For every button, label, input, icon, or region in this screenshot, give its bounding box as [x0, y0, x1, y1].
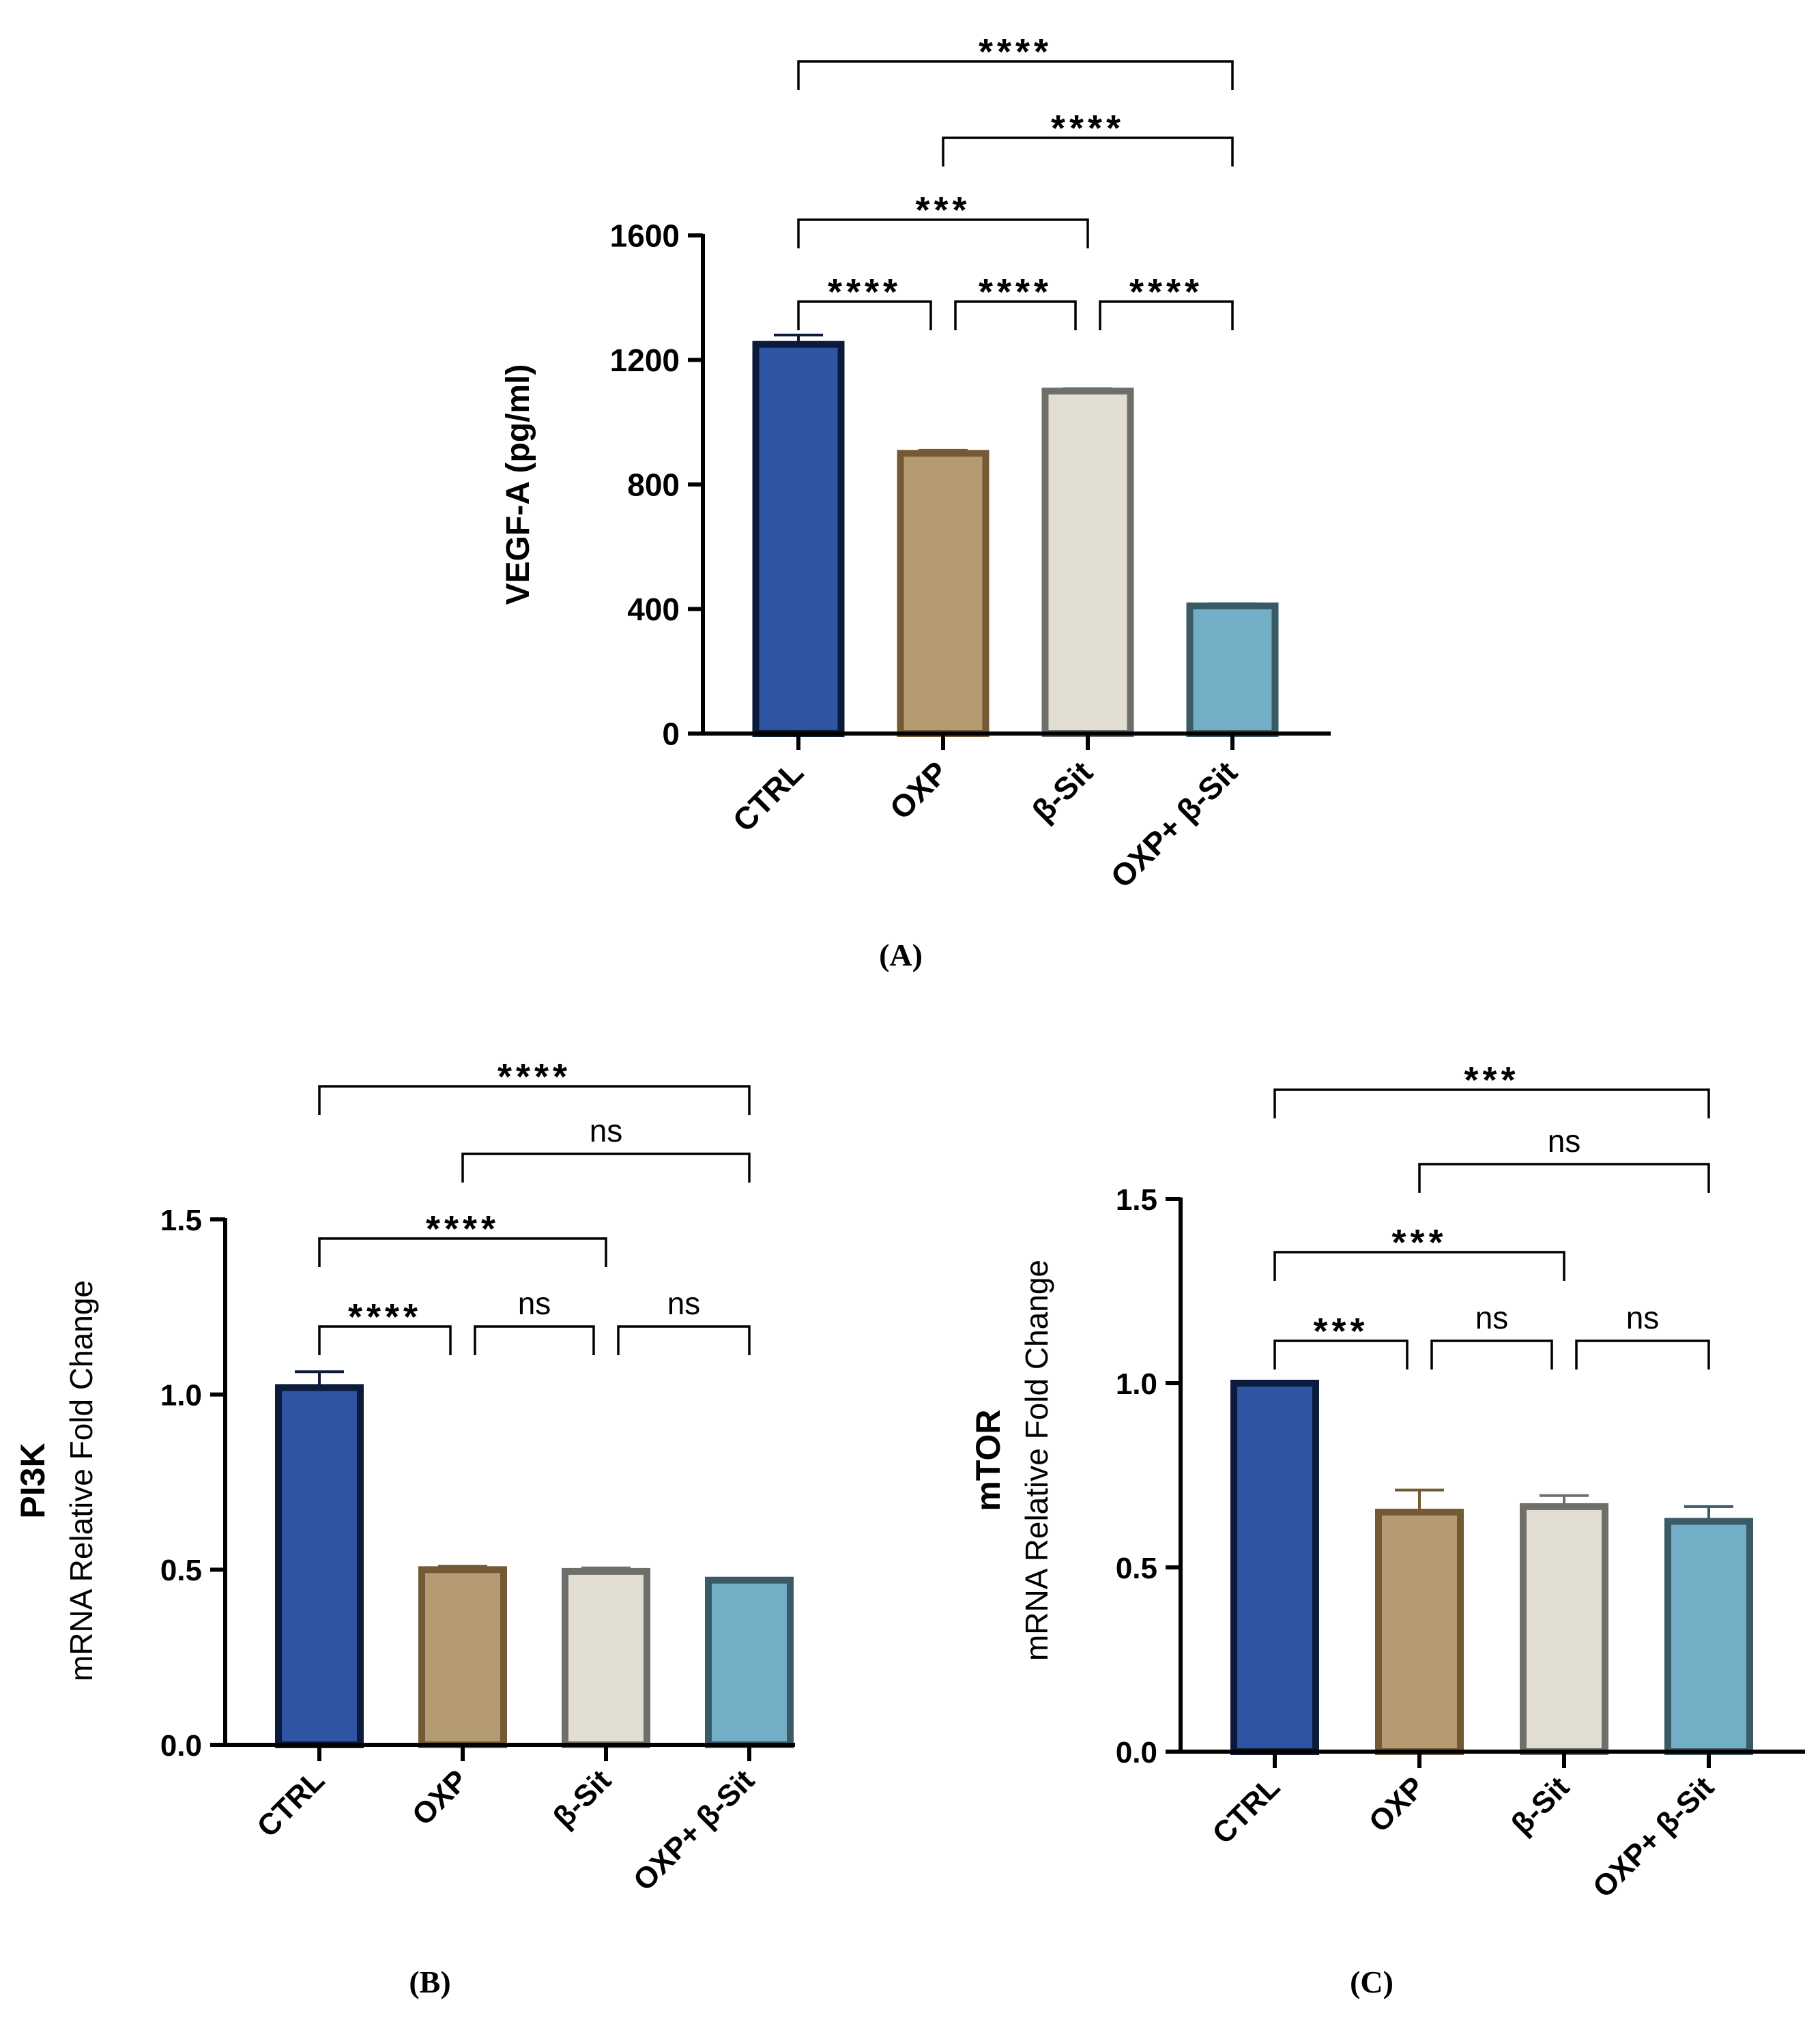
y-axis-subtitle: mRNA Relative Fold Change [1019, 1260, 1054, 1661]
category-label: OXP+ β-Sit [1103, 754, 1244, 895]
y-tick-label: 0.0 [160, 1729, 202, 1763]
y-axis-title: PI3K [14, 1443, 52, 1518]
significance-bracket [1099, 300, 1234, 330]
significance-label: **** [1051, 108, 1125, 149]
y-tick-label: 1200 [610, 343, 680, 378]
category-label: OXP [883, 754, 955, 826]
significance-label: *** [1391, 1222, 1447, 1263]
error-bar [1540, 1494, 1589, 1507]
bar-oxp-sit [1664, 1518, 1753, 1755]
category-label: OXP+ β-Sit [627, 1763, 762, 1898]
y-tick-label: 1600 [610, 218, 680, 254]
significance-bracket [318, 1325, 452, 1355]
y-tick-label: 800 [627, 467, 680, 503]
bar-oxp-sit [1186, 602, 1279, 737]
panel-label: (A) [879, 938, 923, 972]
significance-label: *** [1313, 1311, 1368, 1352]
significance-label: **** [1129, 272, 1203, 313]
y-axis-title: VEGF-A (pg/ml) [500, 364, 536, 605]
bar-ctrl [1230, 1380, 1319, 1755]
panel-a: 0 400 800 1200 1600 CTRL OXP β-Sit OXP+ β-Sit VEG… [500, 31, 1331, 972]
bar-oxp [1375, 1509, 1464, 1755]
category-label: CTRL [250, 1763, 331, 1844]
significance-label: ns [1626, 1300, 1660, 1335]
significance-bracket [1273, 1251, 1565, 1281]
y-tick-label: 1.5 [1116, 1183, 1157, 1217]
error-bar [1395, 1488, 1444, 1512]
error-bar [1063, 387, 1112, 392]
category-label: β-Sit [1505, 1770, 1576, 1841]
category-label: β-Sit [1025, 754, 1099, 828]
category-label: CTRL [1206, 1770, 1286, 1851]
significance-label: *** [915, 190, 970, 231]
significance-label: ns [1475, 1300, 1509, 1335]
significance-bracket [1273, 1088, 1710, 1118]
error-bar [774, 334, 823, 345]
panel-b: 0.0 0.5 1.0 1.5 CTRL OXP β-Sit OXP+ β-Sit PI3K mR… [14, 1056, 795, 1999]
category-label: OXP [1363, 1770, 1431, 1838]
significance-bracket [474, 1325, 595, 1355]
significance-bracket [1418, 1163, 1710, 1193]
significance-label: **** [979, 31, 1052, 72]
significance-bracket [318, 1237, 607, 1267]
y-tick-label: 0.0 [1116, 1736, 1157, 1769]
y-tick-label: 1.5 [160, 1204, 202, 1237]
significance-bracket [1430, 1339, 1553, 1370]
error-bar [1684, 1505, 1733, 1522]
significance-label: ns [1548, 1123, 1581, 1159]
significance-label: **** [979, 272, 1052, 313]
significance-label: **** [828, 272, 901, 313]
category-label: β-Sit [547, 1763, 618, 1834]
error-bar [438, 1565, 487, 1570]
significance-label: **** [426, 1208, 500, 1249]
significance-bracket [1273, 1339, 1409, 1370]
significance-bracket [797, 60, 1234, 90]
significance-label: ns [590, 1113, 623, 1148]
y-axis-title: mTOR [969, 1409, 1007, 1511]
y-tick-label: 1.0 [160, 1379, 202, 1413]
significance-bracket [954, 300, 1077, 330]
significance-bracket [318, 1085, 751, 1115]
y-axis-subtitle: mRNA Relative Fold Change [63, 1280, 99, 1681]
error-bar [581, 1566, 631, 1571]
significance-bracket [797, 300, 932, 330]
y-tick-label: 0 [662, 716, 680, 752]
significance-bracket [797, 218, 1089, 248]
significance-label: **** [348, 1297, 422, 1337]
bar-oxp [418, 1566, 507, 1748]
y-tick-label: 0.5 [1116, 1552, 1157, 1585]
bar-oxp [897, 450, 990, 737]
category-label: CTRL [726, 754, 810, 838]
bar-ctrl [752, 341, 845, 737]
panel-c: 0.0 0.5 1.0 1.5 CTRL OXP β-Sit OXP+ β-Sit mTOR mR… [969, 1060, 1805, 1999]
bar--sit [562, 1567, 650, 1748]
panel-label: (B) [409, 1965, 450, 1999]
error-bar [919, 448, 968, 454]
y-tick-label: 1.0 [1116, 1367, 1157, 1401]
category-label: OXP [406, 1763, 474, 1831]
bar--sit [1041, 388, 1134, 737]
bar--sit [1520, 1503, 1608, 1755]
significance-label: ns [518, 1286, 551, 1321]
significance-label: ns [667, 1286, 701, 1321]
significance-label: *** [1464, 1060, 1519, 1101]
bar-ctrl [275, 1384, 364, 1748]
error-bar [725, 1578, 774, 1581]
significance-label: **** [497, 1056, 571, 1097]
category-label: OXP+ β-Sit [1587, 1770, 1721, 1904]
significance-bracket [461, 1153, 751, 1183]
error-bar [295, 1370, 344, 1388]
significance-bracket [617, 1325, 751, 1355]
significance-bracket [942, 136, 1234, 166]
bar-oxp-sit [705, 1576, 794, 1749]
y-tick-label: 0.5 [160, 1554, 202, 1587]
significance-bracket [1575, 1339, 1710, 1370]
error-bar [1208, 602, 1257, 606]
panel-label: (C) [1350, 1965, 1393, 1999]
y-tick-label: 400 [627, 592, 680, 627]
